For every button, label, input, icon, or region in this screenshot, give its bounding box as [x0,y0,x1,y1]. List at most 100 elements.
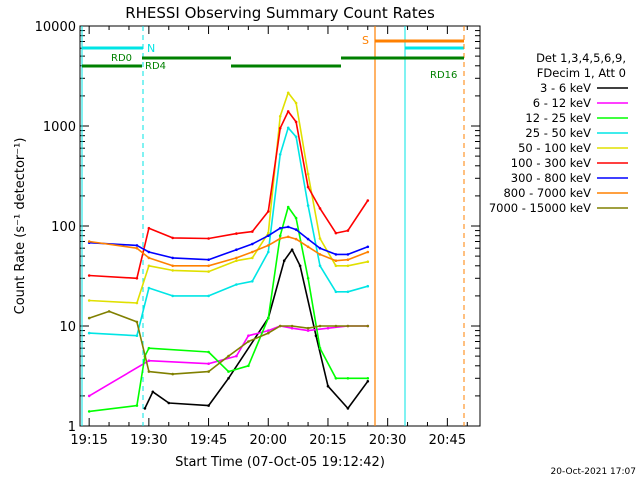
data-point [207,404,210,407]
data-point [207,258,210,262]
y-axis-label: Count Rate (s⁻¹ detector⁻¹) [13,138,28,315]
data-point [306,185,310,189]
data-point [171,372,174,376]
data-point [346,407,350,410]
data-point [147,256,151,260]
data-point [235,248,238,251]
data-point [278,237,282,240]
data-point [171,294,174,298]
data-point [346,258,350,262]
data-point [251,256,254,260]
data-point [334,231,338,235]
data-point [135,334,139,338]
data-point [151,390,155,394]
data-point [247,340,250,343]
data-point [267,210,270,213]
data-point [286,235,290,239]
data-point [107,310,111,313]
legend-header-line-1: Det 1,3,4,5,6,9, [536,51,626,65]
data-point [318,246,322,250]
data-point [294,237,298,241]
data-point [267,231,270,235]
series-line-6 [89,226,369,261]
data-point [251,230,254,233]
data-point [346,377,350,380]
data-point [306,326,310,330]
data-point [227,354,230,358]
data-point [326,384,330,388]
legend-label: 12 - 25 keV [525,111,591,125]
data-point [147,226,151,230]
data-point [267,234,270,237]
data-point [278,226,282,230]
data-point [207,362,210,366]
data-point [306,204,310,207]
data-point [267,244,270,247]
data-point [366,377,370,380]
data-point [87,410,91,413]
data-point [251,250,254,254]
data-point [267,316,270,320]
data-point [290,326,294,330]
x-axis: 19:15 19:30 19:45 20:00 20:15 20:30 20:45 [70,26,468,448]
x-tick-label: 20:00 [250,433,287,448]
data-point [306,237,310,241]
data-point [87,274,91,277]
data-point [278,126,282,130]
data-point [294,135,298,139]
data-point [286,126,290,130]
data-point [294,228,298,231]
data-point [227,377,230,380]
data-point [87,394,91,398]
data-point [306,277,310,280]
legend-label: 6 - 12 keV [533,96,591,110]
data-point [290,324,294,328]
data-point [286,205,290,209]
data-point [334,264,338,268]
data-point [346,253,350,256]
data-point [366,260,370,264]
data-point [147,370,151,373]
data-point [147,250,151,254]
data-point [306,245,310,249]
legend-label: 800 - 7000 keV [503,186,591,200]
data-point [167,401,171,405]
data-point [366,284,370,288]
data-point [207,350,210,354]
data-point [171,236,174,240]
data-point [286,110,290,113]
series-line-4 [89,92,368,304]
y-tick-label: 1000 [43,120,76,135]
data-point [247,334,250,338]
data-point [318,253,322,256]
data-point [135,244,139,247]
data-point [235,354,238,358]
data-point [290,248,294,251]
rd4-label: RD4 [145,61,166,72]
chart-title: RHESSI Observing Summary Count Rates [125,4,435,22]
data-point [294,120,298,124]
series-line-7 [89,236,369,267]
data-point [346,290,350,294]
data-point [171,264,174,268]
data-point [278,115,282,118]
night-marker-label: N [147,42,155,55]
legend-label: 100 - 300 keV [511,156,591,170]
data-point [334,259,338,263]
data-point [286,91,290,95]
data-point [251,242,254,246]
data-point [171,256,174,260]
series-line-5 [89,110,369,280]
y-tick-label: 1 [68,420,76,435]
data-point [306,329,310,332]
data-point [143,407,147,410]
data-point [135,246,139,250]
data-point [247,364,250,368]
x-tick-label: 19:45 [190,433,227,448]
x-tick-label: 20:45 [429,433,466,448]
data-point [366,199,370,202]
data-point [135,404,139,407]
data-point [294,216,298,220]
data-point [147,346,151,350]
